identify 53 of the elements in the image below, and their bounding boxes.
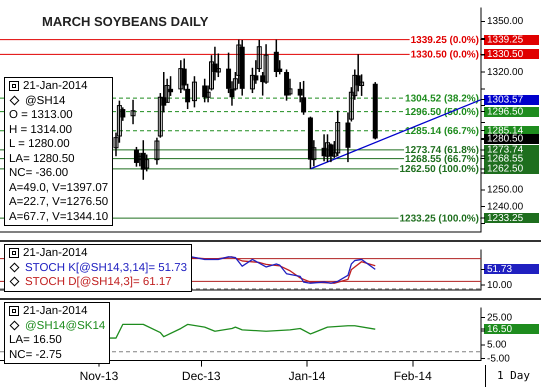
annotation: A=49.0, V=1397.07 (9, 182, 108, 194)
annotation: LA= 1280.50 (9, 152, 75, 164)
y-tick-label: 16.50 (487, 324, 512, 335)
x-tick-label: Feb-14 (394, 369, 432, 384)
x-tick-label: Jan-14 (288, 369, 326, 384)
y-tick-label: 10.00 (487, 280, 512, 291)
annotation: NC= -36.00 (9, 167, 68, 179)
candlestick (154, 138, 160, 165)
y-tick-label: 5.00 (487, 340, 507, 351)
y-tick-label: 1350.00 (487, 16, 524, 28)
text: STOCH D[@SH14,3]= 61.17 (25, 276, 172, 288)
series-label: @SH14@SK14 (25, 320, 106, 332)
y-tick-label: 25.00 (487, 312, 512, 324)
y-tick-label: 1320.00 (487, 66, 524, 78)
candlestick (130, 100, 136, 124)
y-tick-label: 1273.74 (487, 144, 524, 156)
ref-line-label: 1304.52 (38.2%) (405, 93, 479, 104)
candlestick (192, 76, 197, 108)
annotation: A=22.7, V=1276.50 (9, 196, 108, 208)
x-tick-label: Nov-13 (80, 369, 119, 384)
y-tick-label: 1303.57 (487, 94, 524, 106)
series-label: STOCH K[@SH14,3,14]= 51.73 (25, 262, 188, 274)
y-tick-label: -5.00 (487, 353, 510, 364)
ref-line-label: 1268.55 (66.7%) (405, 154, 479, 165)
ref-line-label: 1233.25 (100.0%) (399, 213, 479, 224)
y-tick-label: 1296.50 (487, 106, 524, 118)
annotation: 21-Jan-2014 (23, 80, 88, 92)
y-tick-label: 1280.50 (487, 133, 524, 144)
annotation: L = 1280.00 (9, 138, 70, 150)
y-tick-label: 1233.25 (487, 212, 524, 224)
y-tick-label: 51.73 (487, 264, 512, 276)
y-tick-label: 1268.55 (487, 153, 524, 164)
text: MARCH SOYBEANS DAILY (42, 14, 209, 30)
ref-line-label: 1330.50 (0.0%) (410, 50, 479, 61)
annotation: NC= -2.75 (9, 348, 62, 360)
annotation: A=67.7, V=1344.10 (9, 210, 108, 222)
y-tick-label: 1339.25 (487, 34, 524, 46)
y-tick-label: 1330.50 (487, 49, 524, 60)
y-tick-label: 1262.50 (487, 164, 524, 175)
ref-line-label: 1285.14 (66.7%) (405, 126, 479, 137)
annotation: H = 1314.00 (9, 124, 72, 136)
x-axis-title: 1 Day (485, 365, 541, 387)
legend-label: @SH14 (25, 94, 66, 106)
y-tick-label: 1240.00 (487, 201, 524, 212)
ref-line-label: 1262.50 (100.0%) (399, 164, 479, 176)
candlestick (324, 134, 330, 162)
x-tick-label: Dec-13 (182, 369, 221, 384)
annotation: O = 1313.00 (9, 109, 73, 121)
y-tick-label: 1250.00 (487, 184, 524, 196)
annotation: 21-Jan-2014 (23, 305, 88, 317)
annotation: 21-Jan-2014 (23, 247, 88, 259)
ref-line-label: 1339.25 (0.0%) (410, 34, 479, 46)
annotation: LA= 16.50 (9, 334, 62, 346)
